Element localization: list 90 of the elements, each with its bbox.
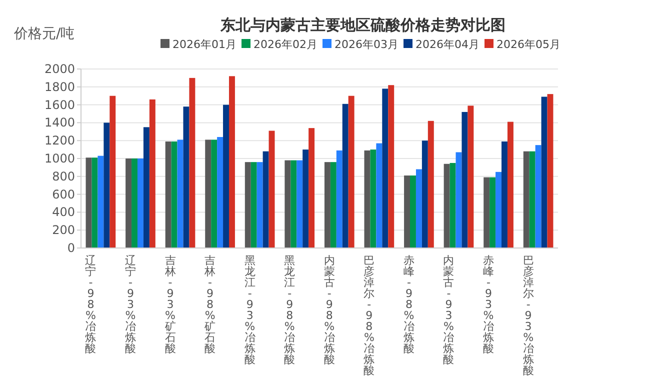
bar xyxy=(189,78,196,248)
category-label: 赤峰-98%冶炼酸 xyxy=(403,254,414,355)
bar xyxy=(428,120,434,248)
bar xyxy=(228,76,235,248)
y-tick-label: 1200 xyxy=(44,134,75,148)
bar xyxy=(223,104,229,248)
y-tick-label: 1400 xyxy=(44,116,75,130)
bar xyxy=(535,145,542,248)
y-tick-label: 2000 xyxy=(44,62,75,76)
legend-label: 2026年04月 xyxy=(416,38,480,51)
bar xyxy=(422,140,428,248)
category-label: 巴彦淖尔-98%冶炼酸 xyxy=(364,254,375,377)
bar xyxy=(296,160,303,248)
bar xyxy=(183,106,190,248)
y-tick-label: 800 xyxy=(52,169,75,184)
y-tick-label: 0 xyxy=(67,241,75,255)
legend-label: 2026年01月 xyxy=(172,38,236,51)
bar xyxy=(547,94,554,248)
bar xyxy=(404,176,410,248)
legend-label: 2026年03月 xyxy=(334,38,398,51)
bar xyxy=(132,158,138,248)
bar xyxy=(284,160,291,248)
category-label: 辽宁-93%冶炼酸 xyxy=(124,254,136,355)
y-tick-label: 1000 xyxy=(44,152,75,166)
bar xyxy=(268,130,275,248)
bar xyxy=(541,96,548,248)
bar xyxy=(484,177,490,248)
y-tick-label: 200 xyxy=(52,223,75,238)
bar xyxy=(86,158,92,248)
bar xyxy=(211,140,218,248)
bar xyxy=(165,141,172,248)
bar xyxy=(382,88,388,248)
bar xyxy=(388,85,394,248)
chart-title: 东北与内蒙古主要地区硫酸价格走势对比图 xyxy=(220,16,506,34)
category-label: 内蒙古-93%冶炼酸 xyxy=(443,254,454,366)
category-label: 吉林-93%矿石酸 xyxy=(164,254,176,355)
y-tick-label: 600 xyxy=(52,187,75,202)
bar xyxy=(529,151,536,248)
bar xyxy=(137,158,144,248)
bar xyxy=(98,156,104,248)
bar xyxy=(110,96,116,248)
bar xyxy=(143,127,150,248)
bar xyxy=(496,172,502,248)
bar xyxy=(490,177,496,248)
bar xyxy=(205,140,212,248)
y-axis-title: 价格元/吨 xyxy=(13,26,75,42)
bar xyxy=(92,158,98,248)
category-label: 吉林-98%矿石酸 xyxy=(204,254,216,355)
bar xyxy=(262,151,269,248)
y-tick-label: 400 xyxy=(52,205,75,220)
bar xyxy=(456,152,462,248)
bar xyxy=(177,140,184,248)
bar xyxy=(308,128,315,248)
y-tick-label: 1800 xyxy=(44,80,75,94)
category-label: 辽宁-98%冶炼酸 xyxy=(85,254,96,355)
bar xyxy=(104,122,110,248)
bar xyxy=(330,162,336,248)
category-label: 内蒙古-98%冶炼酸 xyxy=(324,254,335,366)
bar xyxy=(462,112,468,248)
legend-label: 2026年05月 xyxy=(496,38,560,51)
bar xyxy=(244,162,251,248)
bar xyxy=(468,106,474,248)
bar xyxy=(410,176,416,248)
category-label: 赤峰-93%冶炼酸 xyxy=(483,254,494,355)
bar xyxy=(149,99,156,248)
bar xyxy=(450,162,456,248)
bar xyxy=(342,104,348,248)
bar xyxy=(256,162,263,248)
bar xyxy=(376,143,382,248)
bar xyxy=(290,160,297,248)
bar xyxy=(126,158,132,248)
bar xyxy=(324,162,330,248)
bar xyxy=(171,141,178,248)
category-label: 黑龙江-98%冶炼酸 xyxy=(284,254,296,366)
bar xyxy=(336,150,342,248)
bar xyxy=(250,162,257,248)
y-tick-label: 1600 xyxy=(44,98,75,112)
bar xyxy=(348,96,354,248)
bar xyxy=(364,150,370,248)
bar xyxy=(502,141,508,248)
legend-label: 2026年02月 xyxy=(254,38,318,51)
bar xyxy=(523,151,530,248)
bar xyxy=(507,122,514,248)
bar xyxy=(217,137,224,248)
bar xyxy=(416,169,422,248)
bar xyxy=(302,150,309,248)
bar xyxy=(370,150,376,248)
bar xyxy=(444,164,450,248)
category-label: 巴彦淖尔-93%冶炼酸 xyxy=(522,254,534,377)
category-label: 黑龙江-93%冶炼酸 xyxy=(244,254,256,366)
